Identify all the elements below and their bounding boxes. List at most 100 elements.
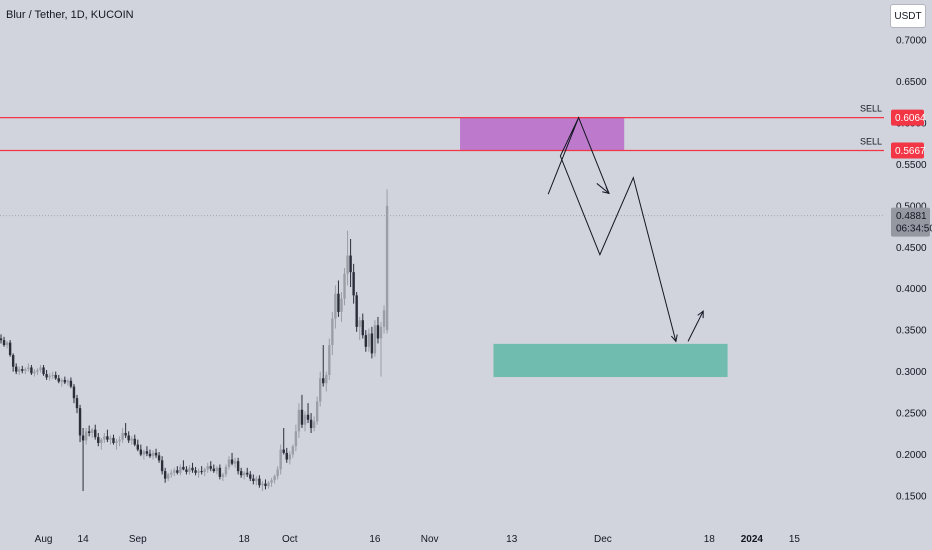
candle — [370, 326, 374, 359]
candle — [355, 292, 358, 332]
candle-body — [8, 342, 12, 356]
candle-body — [115, 441, 118, 443]
projection-path[interactable] — [547, 116, 677, 342]
candle — [45, 369, 48, 380]
bar-countdown: 06:34:50 — [896, 224, 932, 235]
price-tick-label: 0.4500 — [896, 243, 927, 254]
candle-body — [103, 436, 106, 440]
candle — [176, 466, 179, 475]
candle — [325, 371, 328, 392]
candle-body — [288, 454, 291, 460]
time-tick-label: 2024 — [741, 534, 764, 545]
candle-body — [130, 438, 133, 441]
candle-body — [66, 380, 70, 383]
candle-body — [160, 460, 164, 472]
candle-body — [154, 452, 158, 456]
candle — [200, 466, 203, 475]
candle — [94, 424, 97, 440]
candle-body — [182, 466, 185, 470]
price-tick-label: 0.2500 — [896, 409, 927, 420]
candle-body — [145, 451, 149, 454]
last-price-tag: 0.4881 06:34:50 — [891, 207, 932, 237]
candle — [243, 471, 246, 480]
candle-body — [87, 431, 91, 433]
candle — [182, 460, 185, 471]
candle — [60, 378, 63, 387]
candle-body — [212, 468, 215, 472]
candle-body — [340, 298, 343, 312]
candle-body — [109, 437, 112, 440]
candle — [346, 230, 349, 286]
candle — [258, 475, 261, 488]
candle-body — [382, 310, 386, 327]
levels-layer: SELL SELL — [0, 104, 884, 217]
candle — [51, 371, 54, 380]
candle-body — [294, 431, 298, 447]
candle-body — [227, 459, 231, 467]
candle — [331, 311, 334, 356]
candle-body — [331, 318, 334, 346]
candle-body — [273, 476, 276, 481]
candle — [63, 376, 67, 385]
candle — [48, 373, 51, 381]
candle — [54, 371, 57, 380]
candle — [139, 444, 143, 457]
candle — [236, 457, 240, 475]
time-tick-label: 14 — [78, 534, 90, 545]
candle — [227, 456, 231, 470]
candles-layer — [0, 189, 389, 492]
level-note: SELL — [860, 104, 882, 114]
candle — [145, 446, 149, 457]
candle — [197, 468, 200, 478]
currency-button[interactable]: USDT — [890, 4, 926, 28]
candle-body — [355, 295, 358, 327]
candle-body — [270, 480, 273, 483]
candle-body — [84, 431, 88, 441]
candle-body — [322, 378, 325, 384]
time-tick-label: Nov — [421, 534, 439, 545]
candle-body — [170, 472, 173, 475]
candle — [246, 467, 249, 477]
candle-body — [191, 467, 194, 471]
candle — [194, 466, 197, 476]
candle — [2, 336, 6, 347]
candle — [264, 479, 267, 490]
candle — [255, 476, 258, 486]
candle — [224, 464, 228, 477]
candle — [81, 428, 85, 492]
candle — [18, 366, 21, 375]
price-axis[interactable]: 0.70000.65000.60000.55000.50000.45000.40… — [896, 36, 927, 503]
candle-body — [179, 466, 182, 473]
candle-body — [36, 369, 39, 372]
candle-body — [203, 469, 206, 472]
candle-body — [315, 401, 319, 422]
candle — [306, 403, 310, 424]
candle-body — [243, 472, 246, 476]
candle-body — [367, 333, 371, 347]
candle-body — [218, 467, 222, 477]
candle — [261, 481, 264, 492]
arrowhead-icon — [602, 186, 610, 195]
candle-body — [60, 379, 63, 382]
candle-body — [176, 470, 179, 473]
candle-body — [337, 293, 340, 312]
candle — [373, 320, 377, 357]
candle — [340, 292, 343, 322]
candle — [218, 464, 222, 480]
candle — [300, 394, 304, 429]
candle-body — [303, 414, 307, 425]
sell-zone[interactable] — [460, 117, 625, 151]
candle-body — [39, 367, 42, 370]
time-axis[interactable]: Aug 14 Sep 18 Oct 16 Nov 13 Dec 18 2024 15 — [35, 534, 801, 545]
projection-arrow[interactable] — [687, 310, 704, 342]
candle — [24, 367, 27, 375]
candle — [36, 368, 39, 375]
candle — [191, 462, 194, 473]
buy-zone[interactable] — [493, 343, 728, 378]
candle-body — [173, 470, 176, 473]
candle — [39, 365, 42, 373]
candle-body — [0, 338, 3, 341]
candle-body — [252, 478, 255, 482]
candle-body — [163, 471, 167, 479]
